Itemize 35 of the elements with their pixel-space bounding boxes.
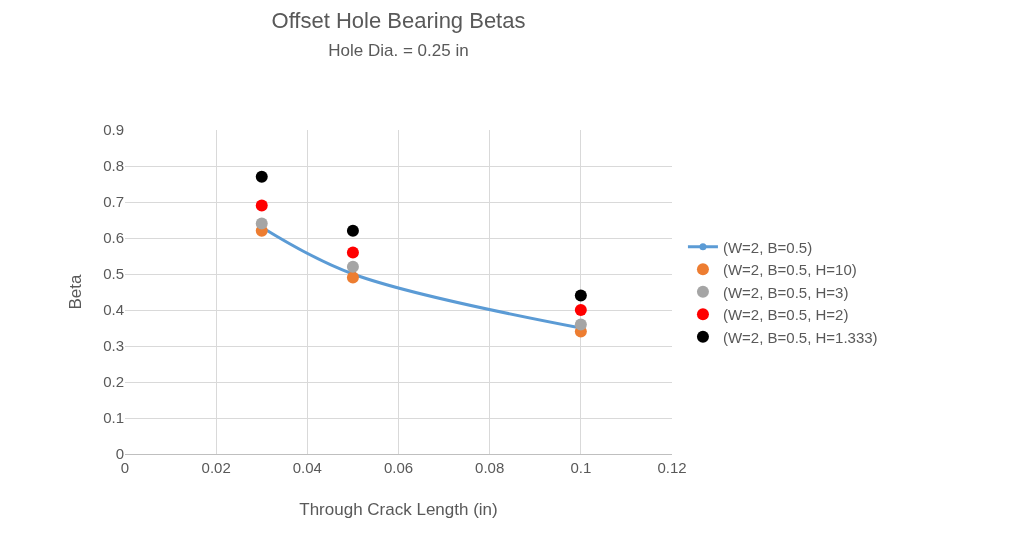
x-axis-title: Through Crack Length (in): [299, 500, 498, 519]
point: [255, 199, 268, 212]
x-tick-label: 0.1: [570, 459, 592, 476]
y-tick-label: 0: [115, 445, 124, 463]
y-tick-label: 0.3: [103, 337, 124, 355]
legend-label: (W=2, B=0.5, H=3): [722, 283, 849, 301]
x-tick-label: 0.02: [201, 459, 231, 476]
chart-title: Offset Hole Bearing Betas: [271, 7, 526, 33]
point: [346, 260, 359, 273]
point: [346, 271, 359, 284]
x-tick-label: 0.06: [383, 459, 414, 476]
point: [574, 304, 587, 316]
y-tick-label: 0.7: [103, 193, 124, 211]
point: [574, 289, 587, 302]
chart-subtitle: Hole Dia. = 0.25 in: [328, 41, 469, 61]
legend-label: (W=2, B=0.5): [722, 238, 813, 256]
x-tick-label: 0.04: [292, 459, 322, 476]
y-tick-label: 0.1: [103, 409, 124, 427]
y-tick-label: 0.6: [103, 229, 124, 247]
y-tick-label: 0.4: [103, 301, 124, 319]
y-tick-label: 0.8: [103, 157, 124, 175]
y-axis-title: Beta: [66, 273, 85, 310]
point: [255, 217, 268, 230]
point: [346, 246, 359, 259]
x-tick-label: 0.08: [475, 459, 505, 476]
point: [255, 170, 268, 183]
y-tick-label: 0.5: [103, 265, 124, 283]
point: [346, 224, 359, 237]
y-tick-label: 0.9: [103, 121, 124, 139]
legend-label: (W=2, B=0.5, H=2): [722, 306, 849, 324]
y-tick-label: 0.2: [103, 373, 124, 391]
point: [574, 318, 587, 331]
legend-label: (W=2, B=0.5, H=10): [722, 261, 857, 279]
x-tick-label: 0.12: [657, 459, 687, 476]
legend-label: (W=2, B=0.5, H=1.333): [722, 328, 878, 346]
